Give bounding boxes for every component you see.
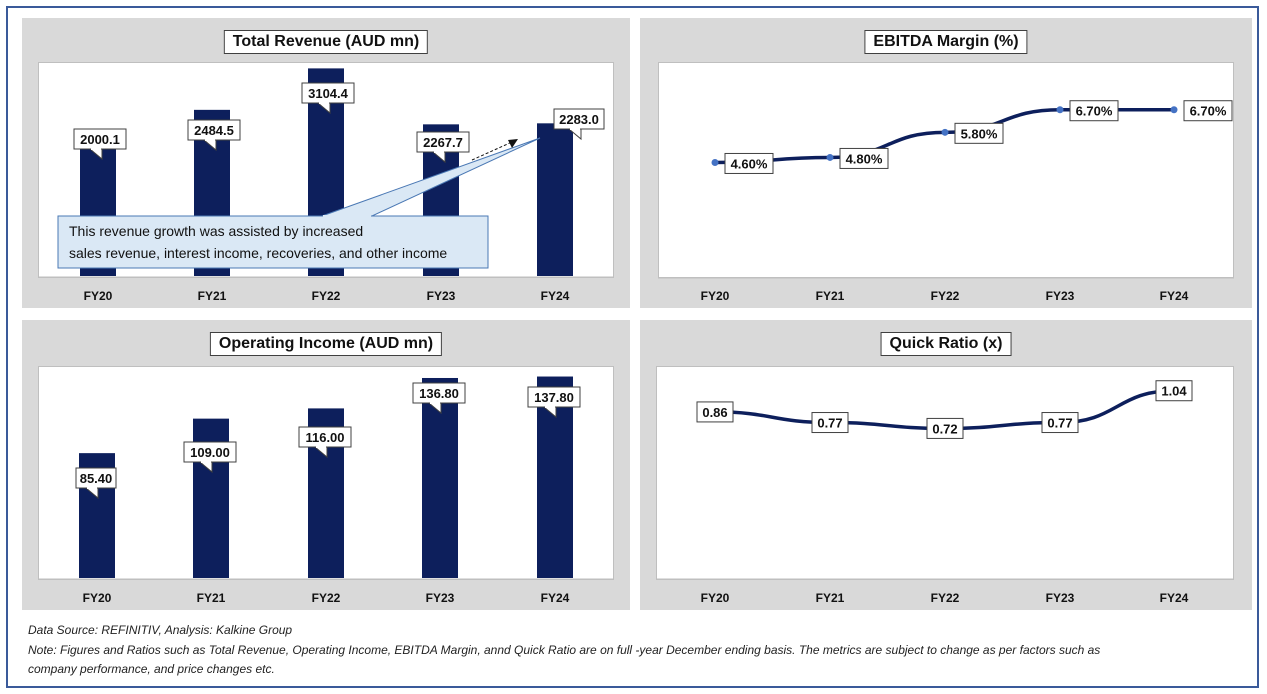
data-label-box <box>1155 380 1193 402</box>
data-label-box <box>839 147 889 169</box>
data-label: 2000.1 <box>80 132 120 147</box>
chart-svg: FY20 FY21 FY22 FY23 FY24 This revenue growth … <box>38 68 614 303</box>
data-label-box <box>811 412 849 434</box>
chart-panel-quick-ratio: Quick Ratio (x) 0.86 0.77 0.72 0.77 1.04 FY20… <box>640 320 1252 610</box>
data-label: 2484.5 <box>194 123 234 138</box>
data-label: 0.86 <box>702 405 727 420</box>
x-tick-label: FY21 <box>816 289 845 303</box>
x-tick-label: FY21 <box>197 591 226 605</box>
data-label: 5.80% <box>961 126 998 141</box>
x-tick-label: FY20 <box>84 289 113 303</box>
data-label: 4.80% <box>846 151 883 166</box>
data-label: 2283.0 <box>559 112 599 127</box>
data-label: 1.04 <box>1161 384 1187 399</box>
x-tick-label: FY20 <box>701 289 730 303</box>
x-tick-label: FY22 <box>931 289 960 303</box>
note-text-line2: company performance, and price changes e… <box>28 662 275 676</box>
x-tick-label: FY24 <box>1160 289 1189 303</box>
trend-arrow-line <box>471 141 513 161</box>
x-tick-label: FY24 <box>541 591 570 605</box>
data-label-box <box>954 122 1004 144</box>
data-label-box <box>1069 100 1119 122</box>
x-tick-label: FY21 <box>816 591 845 605</box>
data-label-box <box>926 417 964 439</box>
data-label: 6.70% <box>1076 104 1113 119</box>
x-tick-label: FY20 <box>701 591 730 605</box>
data-label: 0.72 <box>932 421 957 436</box>
data-label: 136.80 <box>419 386 459 401</box>
x-tick-label: FY24 <box>541 289 570 303</box>
chart-panel-ebitda: EBITDA Margin (%) 4.60% 4.80% 5.80% 6.70% 6.… <box>640 18 1252 308</box>
outer-frame <box>6 6 1259 688</box>
chart-svg: 0.86 0.77 0.72 0.77 1.04 FY20 FY21 FY22 FY23 FY24 <box>656 380 1234 605</box>
data-label-box <box>1041 412 1079 434</box>
plot-area <box>656 366 1234 580</box>
data-label: 109.00 <box>190 445 230 460</box>
annotation-text-line: sales revenue, interest income, recoveri… <box>69 245 447 261</box>
x-tick-label: FY22 <box>931 591 960 605</box>
x-tick-label: FY22 <box>312 289 341 303</box>
x-tick-label: FY23 <box>1046 591 1075 605</box>
data-source-text: Data Source: REFINITIV, Analysis: Kalkin… <box>28 623 293 637</box>
data-point <box>1056 106 1064 114</box>
data-label: 4.60% <box>731 156 768 171</box>
data-label: 116.00 <box>305 430 344 445</box>
data-point <box>711 158 719 166</box>
data-point <box>826 153 834 161</box>
annotation-box <box>57 215 489 269</box>
x-tick-label: FY20 <box>83 591 112 605</box>
chart-title: EBITDA Margin (%) <box>864 30 1028 54</box>
chart-title: Total Revenue (AUD mn) <box>223 30 429 54</box>
data-point <box>1170 106 1178 114</box>
chart-svg: FY20 FY21 FY22 FY23 FY24 85.40 109.00 116.00 136… <box>38 376 614 605</box>
data-label: 0.77 <box>1047 416 1072 431</box>
data-label-box <box>724 152 774 174</box>
chart-title: Quick Ratio (x) <box>880 332 1012 356</box>
x-tick-label: FY22 <box>312 591 341 605</box>
x-tick-label: FY23 <box>426 591 455 605</box>
chart-panel-revenue: Total Revenue (AUD mn) FY20 FY21 FY22 FY23 F… <box>22 18 630 308</box>
data-label-box <box>1183 100 1233 122</box>
data-label: 6.70% <box>1190 104 1227 119</box>
note-text-line1: Note: Figures and Ratios such as Total R… <box>28 643 1101 657</box>
data-label: 85.40 <box>80 471 113 486</box>
trend-arrowhead <box>508 139 518 148</box>
data-label: 137.80 <box>534 390 574 405</box>
chart-svg: 4.60% 4.80% 5.80% 6.70% 6.70% FY20 FY21 FY22 FY2… <box>658 100 1234 303</box>
data-label: 2267.7 <box>423 135 463 150</box>
data-label: 0.77 <box>817 416 842 431</box>
data-label-box <box>696 401 734 423</box>
data-point <box>941 128 949 136</box>
chart-title: Operating Income (AUD mn) <box>209 332 443 356</box>
bar <box>537 123 573 276</box>
x-tick-label: FY23 <box>427 289 456 303</box>
chart-panel-operating-income: Operating Income (AUD mn) FY20 FY21 FY22 FY… <box>22 320 630 610</box>
data-label: 3104.4 <box>308 86 349 101</box>
x-tick-label: FY23 <box>1046 289 1075 303</box>
x-tick-label: FY21 <box>198 289 227 303</box>
annotation-text-line: This revenue growth was assisted by incr… <box>69 223 363 239</box>
x-tick-label: FY24 <box>1160 591 1189 605</box>
